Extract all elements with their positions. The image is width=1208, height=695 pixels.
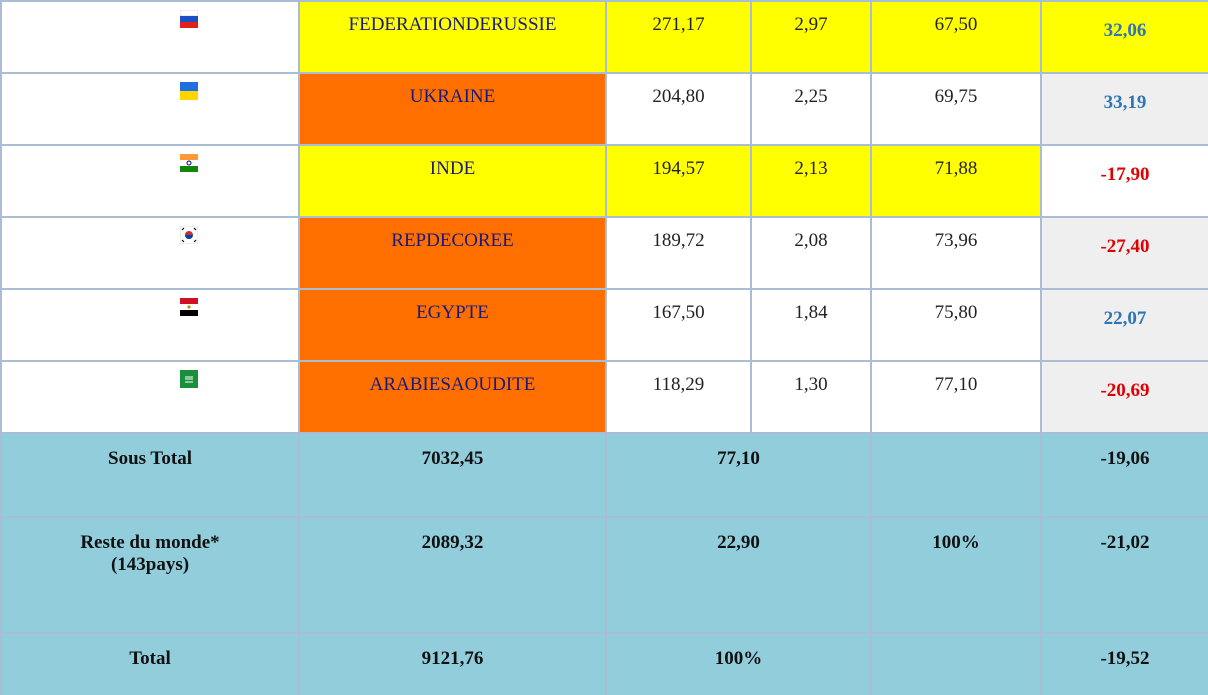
country-name: ARABIESAOUDITE <box>298 360 607 434</box>
country-name: INDE <box>298 144 607 218</box>
cumulative-cell: 77,10 <box>870 360 1042 434</box>
share-cell: 2,97 <box>750 0 872 74</box>
total-share: 22,90 <box>605 516 872 634</box>
change-cell: 22,07 <box>1040 288 1208 362</box>
table-row: REPDECOREE 189,72 2,08 73,96 -27,40 <box>0 216 1208 290</box>
change-cell: -27,40 <box>1040 216 1208 290</box>
change-cell: 32,06 <box>1040 0 1208 74</box>
share-cell: 2,25 <box>750 72 872 146</box>
flag-icon <box>179 225 199 245</box>
total-share: 100% <box>605 632 872 695</box>
total-cumulative: 100% <box>870 516 1042 634</box>
flag-icon <box>180 82 198 100</box>
empty-cell <box>870 632 1042 695</box>
table-row: FEDERATIONDERUSSIE 271,17 2,97 67,50 32,06 <box>0 0 1208 74</box>
cumulative-cell: 67,50 <box>870 0 1042 74</box>
share-cell: 1,30 <box>750 360 872 434</box>
total-label: Sous Total <box>0 432 300 518</box>
total-label: Reste du monde*(143pays) <box>0 516 300 634</box>
country-name: FEDERATIONDERUSSIE <box>298 0 607 74</box>
total-change: -21,02 <box>1040 516 1208 634</box>
flag-icon <box>179 9 199 28</box>
table-row: EGYPTE 167,50 1,84 75,80 22,07 <box>0 288 1208 362</box>
total-row: Reste du monde*(143pays) 2089,32 22,90 100%… <box>0 516 1208 634</box>
total-share: 77,10 <box>605 432 872 518</box>
table-row: ARABIESAOUDITE 118,29 1,30 77,10 -20,69 <box>0 360 1208 434</box>
total-value: 2089,32 <box>298 516 607 634</box>
value-cell: 204,80 <box>605 72 752 146</box>
flag-cell <box>0 288 300 362</box>
value-cell: 194,57 <box>605 144 752 218</box>
flag-icon <box>180 298 198 316</box>
share-cell: 2,13 <box>750 144 872 218</box>
value-cell: 189,72 <box>605 216 752 290</box>
share-cell: 1,84 <box>750 288 872 362</box>
total-row: Total 9121,76 100% -19,52 <box>0 632 1208 695</box>
change-cell: 33,19 <box>1040 72 1208 146</box>
change-cell: -17,90 <box>1040 144 1208 218</box>
cumulative-cell: 73,96 <box>870 216 1042 290</box>
table-row: UKRAINE 204,80 2,25 69,75 33,19 <box>0 72 1208 146</box>
country-name: UKRAINE <box>298 72 607 146</box>
country-name: EGYPTE <box>298 288 607 362</box>
empty-cell <box>870 432 1042 518</box>
share-cell: 2,08 <box>750 216 872 290</box>
value-cell: 271,17 <box>605 0 752 74</box>
total-change: -19,06 <box>1040 432 1208 518</box>
total-label: Total <box>0 632 300 695</box>
value-cell: 118,29 <box>605 360 752 434</box>
country-name: REPDECOREE <box>298 216 607 290</box>
flag-cell <box>0 144 300 218</box>
total-change: -19,52 <box>1040 632 1208 695</box>
flag-cell <box>0 0 300 74</box>
total-value: 7032,45 <box>298 432 607 518</box>
cumulative-cell: 71,88 <box>870 144 1042 218</box>
flag-icon <box>180 154 198 172</box>
flag-icon <box>180 370 198 388</box>
cumulative-cell: 75,80 <box>870 288 1042 362</box>
flag-cell <box>0 72 300 146</box>
table-row: INDE 194,57 2,13 71,88 -17,90 <box>0 144 1208 218</box>
total-row: Sous Total 7032,45 77,10 -19,06 <box>0 432 1208 518</box>
flag-cell <box>0 216 300 290</box>
change-cell: -20,69 <box>1040 360 1208 434</box>
cumulative-cell: 69,75 <box>870 72 1042 146</box>
value-cell: 167,50 <box>605 288 752 362</box>
flag-cell <box>0 360 300 434</box>
total-value: 9121,76 <box>298 632 607 695</box>
